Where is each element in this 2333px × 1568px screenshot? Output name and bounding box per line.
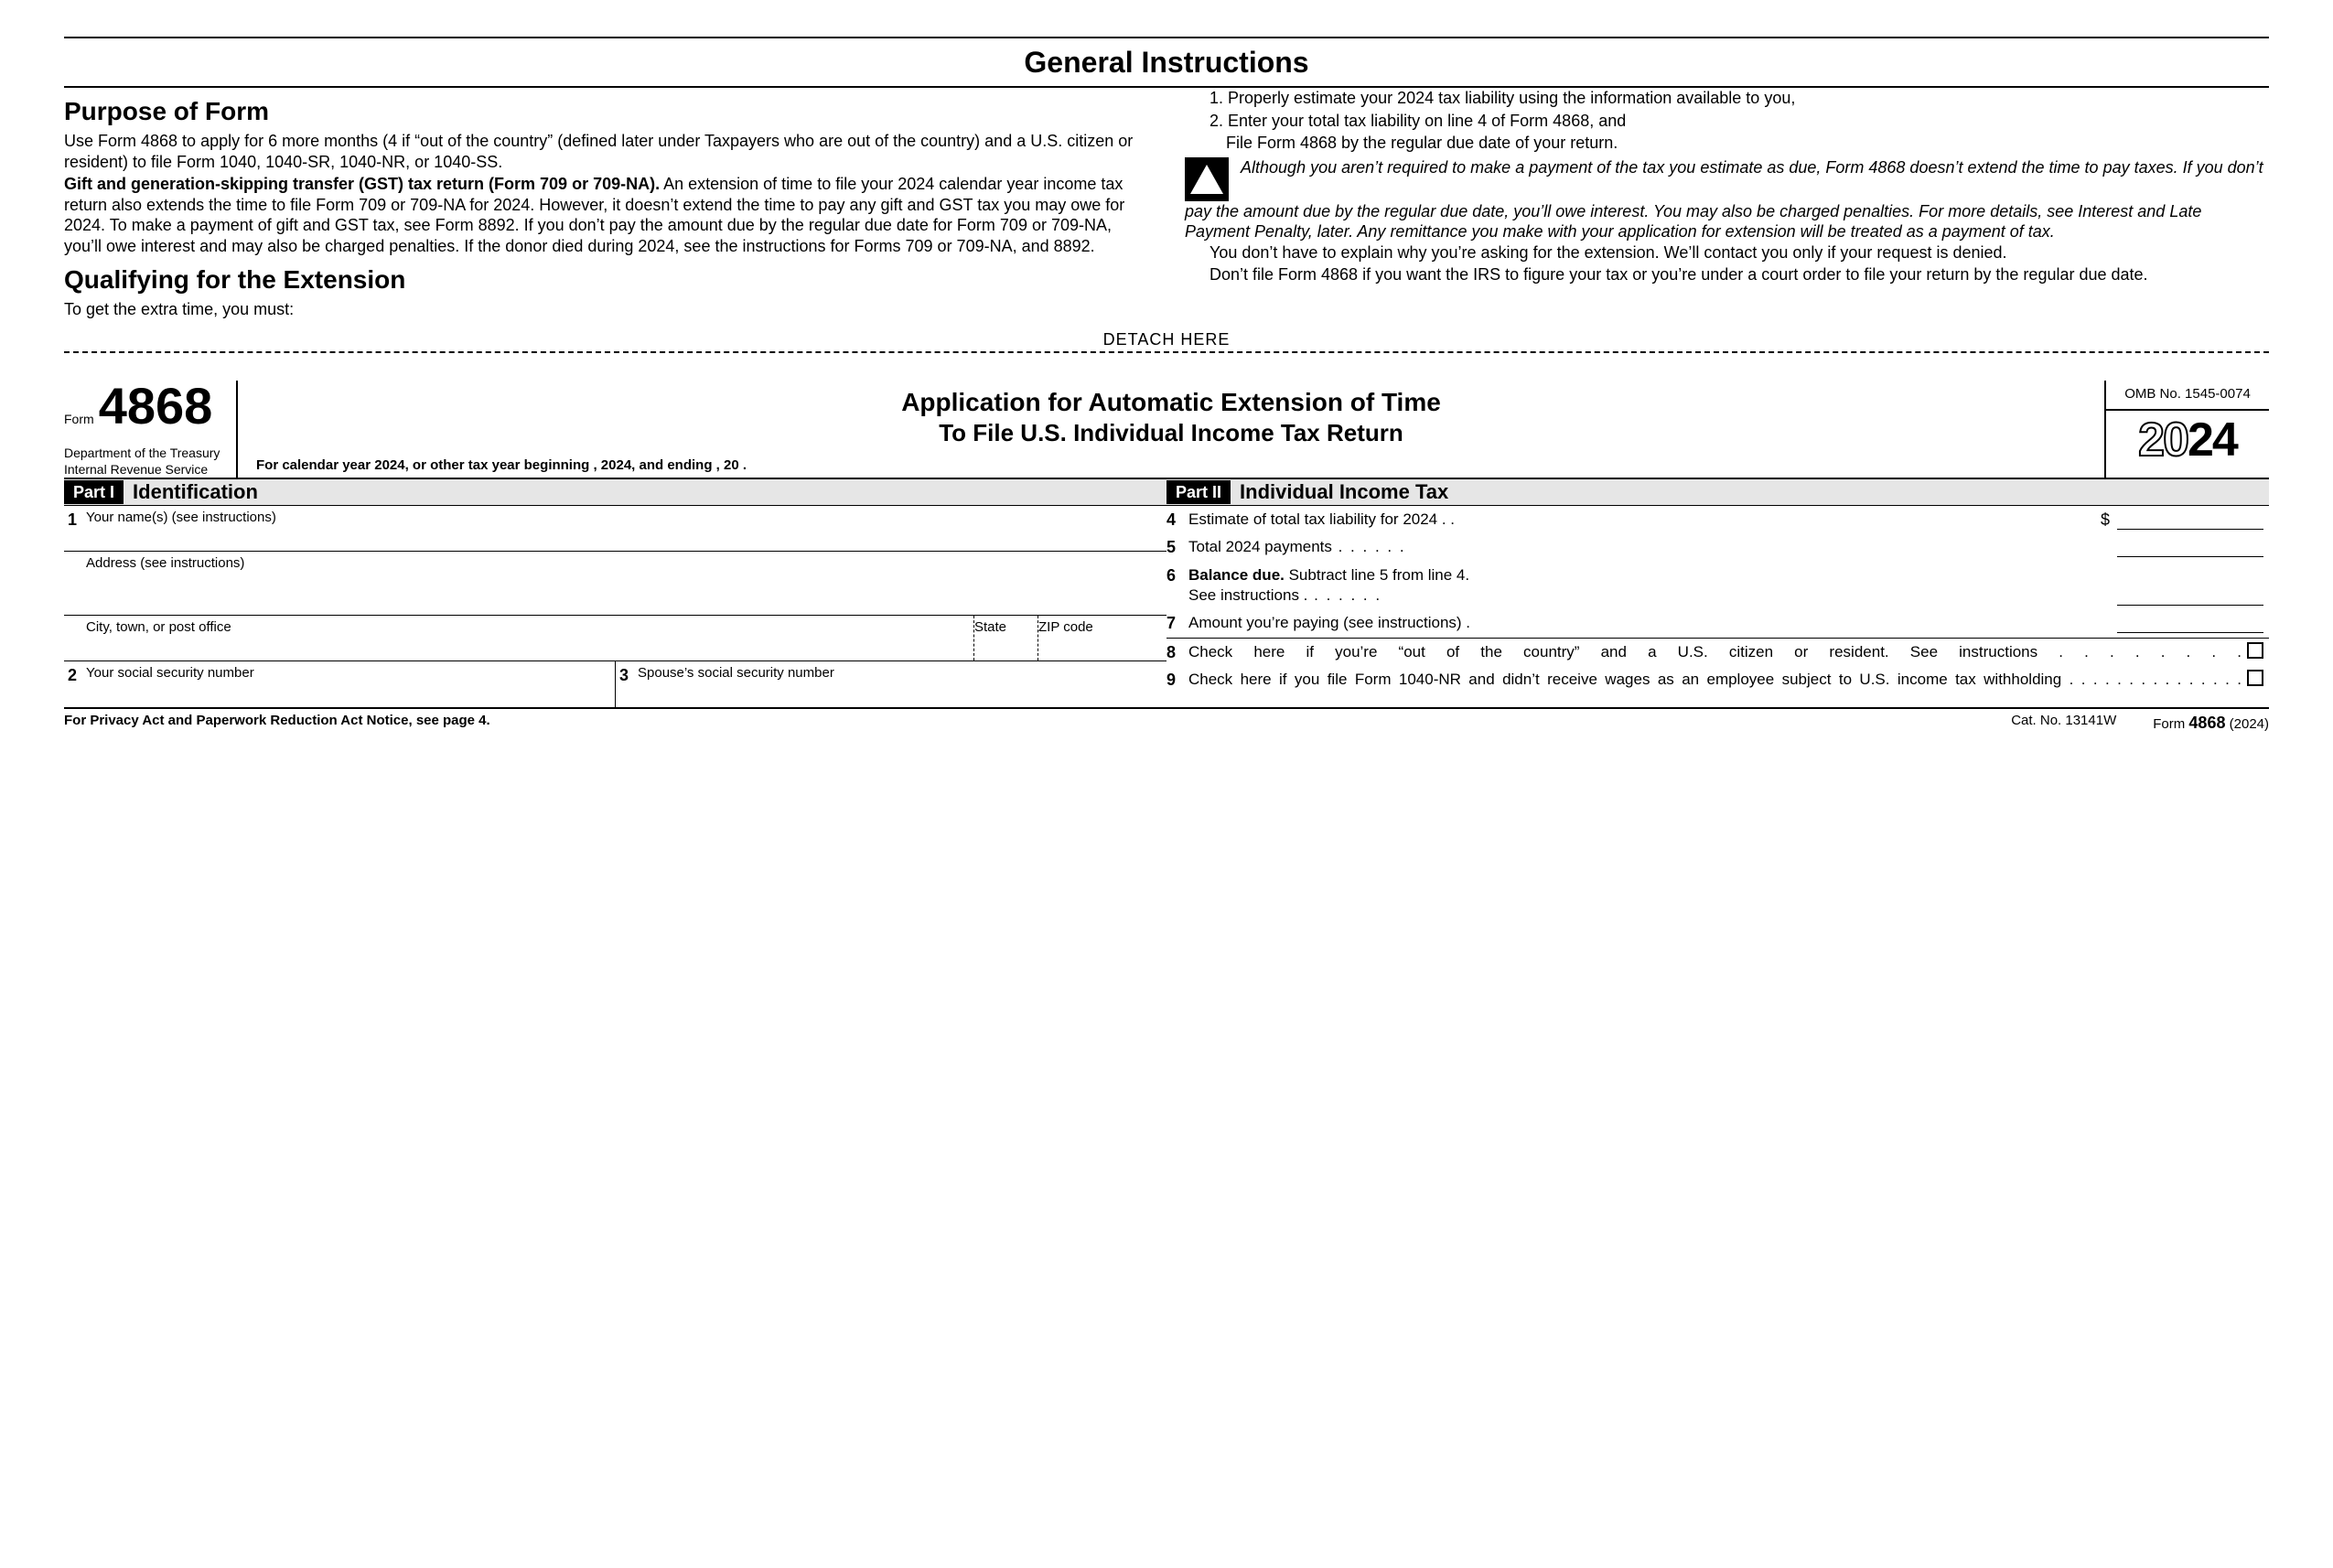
- tail-p1: You don’t have to explain why you’re ask…: [1185, 242, 2269, 263]
- qualify-li1: 1. Properly estimate your 2024 tax liabi…: [1185, 88, 2269, 109]
- field-address-label: Address (see instructions): [86, 552, 1166, 615]
- line-4[interactable]: 4Estimate of total tax liability for 202…: [1166, 506, 2269, 534]
- purpose-p1: Use Form 4868 to apply for 6 more months…: [64, 131, 1148, 172]
- line-9-checkbox[interactable]: [2247, 670, 2263, 686]
- field-city-state-zip[interactable]: City, town, or post office State ZIP cod…: [64, 616, 1166, 661]
- voucher-header-mid: Application for Automatic Extension of T…: [238, 381, 2104, 478]
- line-6-amount[interactable]: [2117, 585, 2263, 606]
- part2-fields: 4Estimate of total tax liability for 202…: [1166, 506, 2269, 707]
- detach-line: [64, 351, 2269, 353]
- line-6-label: Balance due. Subtract line 5 from line 4…: [1188, 565, 2263, 585]
- line-8[interactable]: 8Check here if you’re “out of the countr…: [1166, 638, 2269, 667]
- field-city-label: City, town, or post office: [86, 616, 973, 660]
- footer-privacy: For Privacy Act and Paperwork Reduction …: [64, 713, 1974, 734]
- voucher-header: Form 4868 Department of the Treasury Int…: [64, 381, 2269, 478]
- qualify-li2: 2. Enter your total tax liability on lin…: [1185, 111, 2269, 132]
- purpose-p2: Gift and generation-skipping transfer (G…: [64, 174, 1148, 256]
- dept-block: Department of the Treasury Internal Reve…: [64, 445, 227, 478]
- part1-badge: Part I: [64, 480, 124, 505]
- field-name-label: Your name(s) (see instructions): [86, 506, 1166, 551]
- voucher-body: 1 Your name(s) (see instructions) Addres…: [64, 505, 2269, 707]
- field-state-label: State: [974, 616, 1037, 637]
- qualify-heading: Qualifying for the Extension: [64, 263, 1148, 295]
- instructions-title: General Instructions: [64, 38, 2269, 86]
- voucher-header-right: OMB No. 1545-0074 2024: [2104, 381, 2269, 478]
- voucher-title2: To File U.S. Individual Income Tax Retur…: [256, 418, 2086, 448]
- qualify-li3: File Form 4868 by the regular due date o…: [1185, 133, 2269, 154]
- line-6-sub: See instructions .: [1188, 585, 2110, 605]
- line-7-label: Amount you’re paying (see instructions) …: [1188, 613, 2110, 632]
- line-5-label: Total 2024 payments: [1188, 537, 2110, 556]
- dept-line1: Department of the Treasury: [64, 445, 227, 461]
- instructions-header: General Instructions: [64, 37, 2269, 88]
- line-6b: See instructions .: [1166, 585, 2269, 609]
- line-9-label: Check here if you file Form 1040-NR and …: [1188, 670, 2242, 689]
- field-ssn-label: Your social security number: [86, 661, 615, 707]
- line-8-label: Check here if you’re “out of the country…: [1188, 642, 2242, 661]
- voucher-header-left: Form 4868 Department of the Treasury Int…: [64, 381, 238, 478]
- part2-header: Part II Individual Income Tax: [1166, 479, 2269, 505]
- qualify-intro: To get the extra time, you must:: [64, 299, 1148, 320]
- footer-formref: Form 4868 (2024): [2153, 713, 2269, 734]
- field-address[interactable]: Address (see instructions): [64, 552, 1166, 616]
- field-ssn-row[interactable]: 2Your social security number 3Spouse’s s…: [64, 661, 1166, 707]
- part1-fields: 1 Your name(s) (see instructions) Addres…: [64, 506, 1166, 707]
- detach-label: DETACH HERE: [64, 329, 2269, 350]
- footer-catno: Cat. No. 13141W: [1974, 713, 2153, 734]
- line-5[interactable]: 5Total 2024 payments: [1166, 533, 2269, 562]
- parts-header-row: Part I Identification Part II Individual…: [64, 478, 2269, 505]
- purpose-heading: Purpose of Form: [64, 95, 1148, 127]
- tax-year: 2024: [2106, 411, 2269, 470]
- form-word: Form: [64, 412, 94, 426]
- line-8-checkbox[interactable]: [2247, 642, 2263, 659]
- field-name[interactable]: 1 Your name(s) (see instructions): [64, 506, 1166, 552]
- omb-number: OMB No. 1545-0074: [2106, 381, 2269, 411]
- left-column: Purpose of Form Use Form 4868 to apply f…: [64, 88, 1148, 322]
- dept-line2: Internal Revenue Service: [64, 461, 227, 478]
- line-7[interactable]: 7Amount you’re paying (see instructions)…: [1166, 609, 2269, 638]
- line-6[interactable]: 6Balance due. Subtract line 5 from line …: [1166, 562, 2269, 586]
- caution-block: Although you aren’t required to make a p…: [1185, 157, 2269, 242]
- line-9[interactable]: 9Check here if you file Form 1040-NR and…: [1166, 666, 2269, 694]
- instructions-columns: Purpose of Form Use Form 4868 to apply f…: [64, 88, 2269, 322]
- part1-header: Part I Identification: [64, 479, 1166, 505]
- line-4-amount[interactable]: [2117, 510, 2263, 530]
- line-4-label: Estimate of total tax liability for 2024…: [1188, 510, 2099, 529]
- right-column: 1. Properly estimate your 2024 tax liabi…: [1185, 88, 2269, 322]
- part2-badge: Part II: [1166, 480, 1231, 505]
- tail-p2: Don’t file Form 4868 if you want the IRS…: [1185, 264, 2269, 285]
- caution-text: Although you aren’t required to make a p…: [1185, 158, 2263, 242]
- voucher-footer: For Privacy Act and Paperwork Reduction …: [64, 707, 2269, 734]
- field-zip-label: ZIP code: [1038, 616, 1166, 637]
- field-spouse-ssn-label: Spouse’s social security number: [638, 661, 1166, 707]
- part1-title: Identification: [124, 479, 258, 505]
- calendar-year-line: For calendar year 2024, or other tax yea…: [256, 457, 2086, 478]
- voucher-title1: Application for Automatic Extension of T…: [256, 386, 2086, 418]
- form-number: 4868: [99, 377, 213, 435]
- caution-icon: [1185, 157, 1229, 201]
- line-7-amount[interactable]: [2117, 613, 2263, 633]
- part2-title: Individual Income Tax: [1231, 479, 1448, 505]
- line-5-amount[interactable]: [2117, 537, 2263, 557]
